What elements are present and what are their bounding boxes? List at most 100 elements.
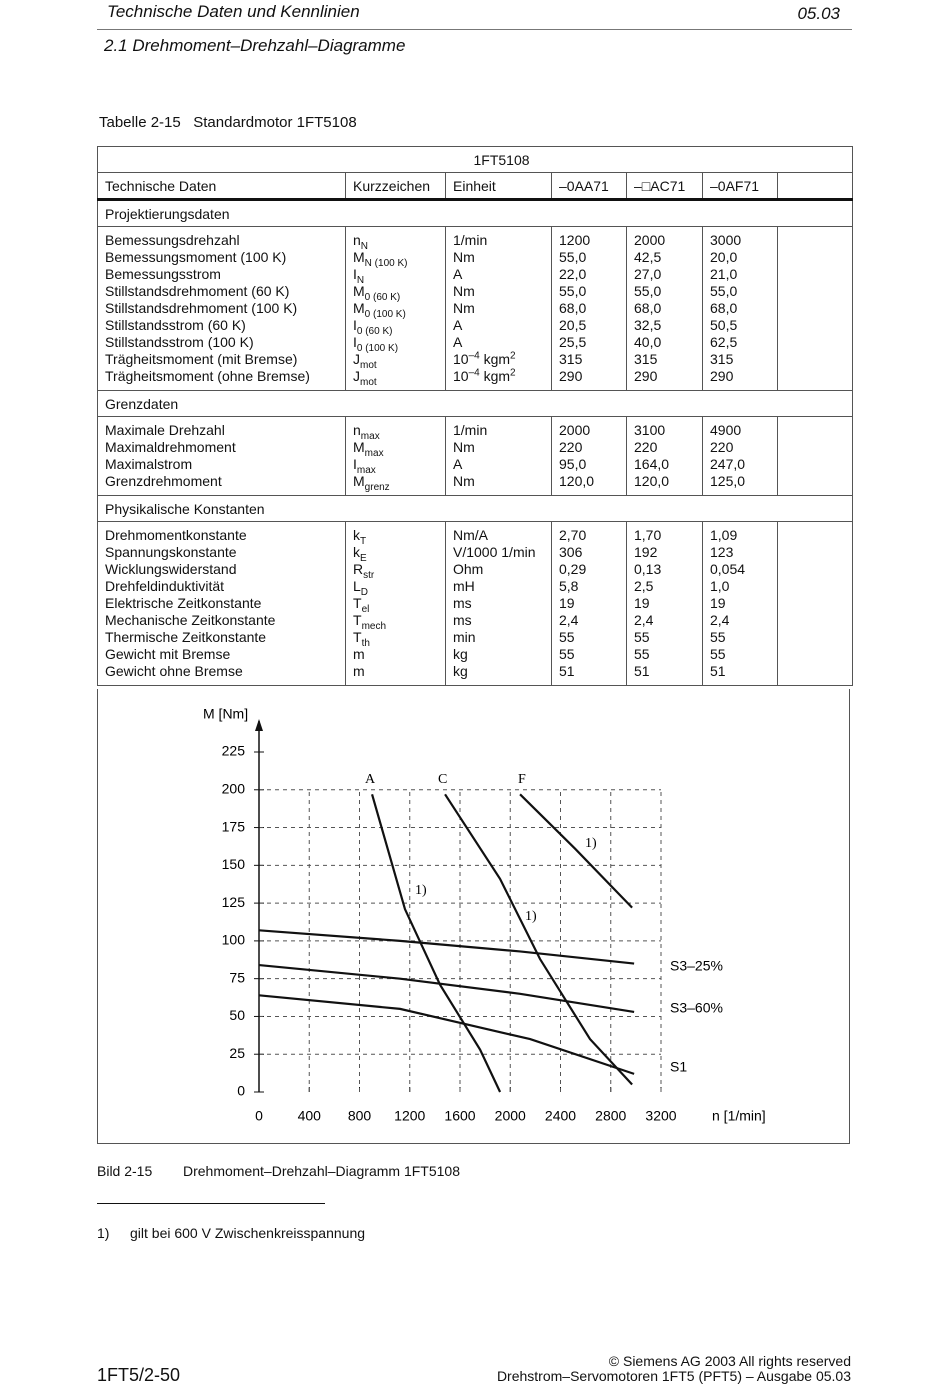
x-tick-label: 1600 xyxy=(444,1108,475,1124)
cell-line: 120,0 xyxy=(559,473,595,489)
cell-line: Bemessungsstrom xyxy=(105,266,221,282)
cell-line: A xyxy=(453,334,463,350)
cell-line: mH xyxy=(453,578,475,594)
cell-line: 55 xyxy=(710,629,726,645)
column-header: Technische Daten xyxy=(97,172,346,201)
text-part: str xyxy=(363,569,375,581)
cell-line: 68,0 xyxy=(634,300,662,316)
cell-line: Nm xyxy=(453,283,475,299)
cell-line: 123 xyxy=(710,544,734,560)
curve xyxy=(258,929,635,965)
cell-line: 290 xyxy=(634,368,658,384)
y-axis-arrow xyxy=(255,719,263,731)
text-part: I xyxy=(353,456,357,472)
cell-line: I0 (60 K) xyxy=(353,317,438,336)
text-part: grenz xyxy=(364,481,390,493)
footnote-rule xyxy=(97,1203,325,1204)
text-part: T xyxy=(353,612,362,628)
cell-line: 22,0 xyxy=(559,266,587,282)
caption-label: Tabelle 2-15 xyxy=(99,114,181,131)
cell-line: 55 xyxy=(559,629,575,645)
cell-line: IN xyxy=(353,266,438,286)
cell-line: Drehmomentkonstante xyxy=(105,527,247,543)
cell-line: 1200 xyxy=(559,232,591,248)
cell-line: Imax xyxy=(353,456,438,475)
x-tick-label: 0 xyxy=(255,1108,263,1124)
cell-line: 120,0 xyxy=(634,473,670,489)
cell-line: ms xyxy=(453,612,472,628)
empty-cell xyxy=(776,521,854,686)
data-cell: 1/min Nm A Nm xyxy=(445,416,552,496)
cell-line: Nm/A xyxy=(453,527,488,543)
text-part: k xyxy=(353,527,360,543)
figure-caption: Drehmoment–Drehzahl–Diagramm 1FT5108 xyxy=(183,1163,461,1179)
cell-line: 1,0 xyxy=(710,578,730,594)
cell-line: 95,0 xyxy=(559,456,587,472)
data-row: Drehmomentkonstante Spannungskonstante Wic… xyxy=(97,521,854,686)
cell-line: Maximalstrom xyxy=(105,456,193,472)
section-row: Projektierungsdaten xyxy=(96,199,854,227)
cell-line: 55,0 xyxy=(559,249,587,265)
cell-line: Nm xyxy=(453,473,475,489)
cell-line: 62,5 xyxy=(710,334,738,350)
cell-line: A xyxy=(453,266,463,282)
text-part: n xyxy=(353,422,361,438)
cell-line: LD xyxy=(353,578,438,597)
text-part: M xyxy=(353,300,365,316)
cell-line: 51 xyxy=(559,663,575,679)
cell-line: Nm xyxy=(453,300,475,316)
cell-line: 27,0 xyxy=(634,266,662,282)
cell-line: Ohm xyxy=(453,561,484,577)
cell-line: kg xyxy=(453,646,468,662)
cell-line: 55,0 xyxy=(559,283,587,299)
curve-label: S1 xyxy=(670,1059,687,1075)
curve-note: 1) xyxy=(525,909,537,924)
data-cell: 2000 42,5 27,0 55,0 68,0 32,5 40,0 315 290 xyxy=(626,226,703,391)
empty-cell xyxy=(776,172,854,201)
cell-line: A xyxy=(453,456,463,472)
spec-table: 1FT5108 Technische Daten Kurzzeichen Einhei… xyxy=(96,146,854,686)
cell-line: 290 xyxy=(710,368,734,384)
text-part: N xyxy=(360,240,369,252)
table-title: 1FT5108 xyxy=(96,146,854,173)
text-part: N xyxy=(356,274,365,286)
footnote-mark: 1) xyxy=(97,1225,110,1241)
text-part: el xyxy=(361,603,370,615)
cell-line: Drehfeldinduktivität xyxy=(105,578,225,594)
cell-line: I0 (100 K) xyxy=(353,334,438,353)
cell-line: 10–4 kgm2 xyxy=(453,368,544,385)
data-row: Bemessungsdrehzahl Bemessungsmoment (100 … xyxy=(97,226,854,391)
cell-line: Stillstandsstrom (60 K) xyxy=(105,317,246,333)
data-cell: 2,70 306 0,29 5,8 19 2,4 55 55 51 xyxy=(551,521,627,686)
cell-line: Spannungskonstante xyxy=(105,544,237,560)
cell-line: 55,0 xyxy=(710,283,738,299)
text-part: M xyxy=(353,249,365,265)
y-tick-label: 0 xyxy=(237,1083,245,1099)
curve-note: 1) xyxy=(415,883,427,898)
data-cell: Maximale Drehzahl Maximaldrehmoment Maxima… xyxy=(97,416,346,496)
y-tick-label: 125 xyxy=(222,894,246,910)
cell-line: 55 xyxy=(710,646,726,662)
section-title: Grenzdaten xyxy=(96,390,854,417)
cell-line: 21,0 xyxy=(710,266,738,282)
cell-line: Stillstandsstrom (100 K) xyxy=(105,334,254,350)
section-row: Physikalische Konstanten xyxy=(96,495,854,522)
curve-note: 1) xyxy=(585,836,597,851)
text-part: T xyxy=(353,595,362,611)
cell-line: Mmax xyxy=(353,439,438,458)
cell-line: Nm xyxy=(453,249,475,265)
cell-line: 5,8 xyxy=(559,578,579,594)
cell-line: 315 xyxy=(710,351,734,367)
cell-line: 220 xyxy=(634,439,658,455)
data-row: Maximale Drehzahl Maximaldrehmoment Maxima… xyxy=(97,416,854,496)
x-axis-label: n [1/min] xyxy=(712,1108,766,1124)
data-cell: 3100 220 164,0 120,0 xyxy=(626,416,703,496)
cell-line: 1,09 xyxy=(710,527,738,543)
copyright: © Siemens AG 2003 All rights reserved xyxy=(608,1353,851,1369)
text-part: 0 (100 K) xyxy=(364,308,406,320)
column-header: Einheit xyxy=(445,172,552,201)
cell-line: 68,0 xyxy=(559,300,587,316)
footnote-text: gilt bei 600 V Zwischenkreisspannung xyxy=(130,1225,366,1241)
x-tick-label: 2800 xyxy=(595,1108,626,1124)
cell-line: 2,4 xyxy=(710,612,730,628)
